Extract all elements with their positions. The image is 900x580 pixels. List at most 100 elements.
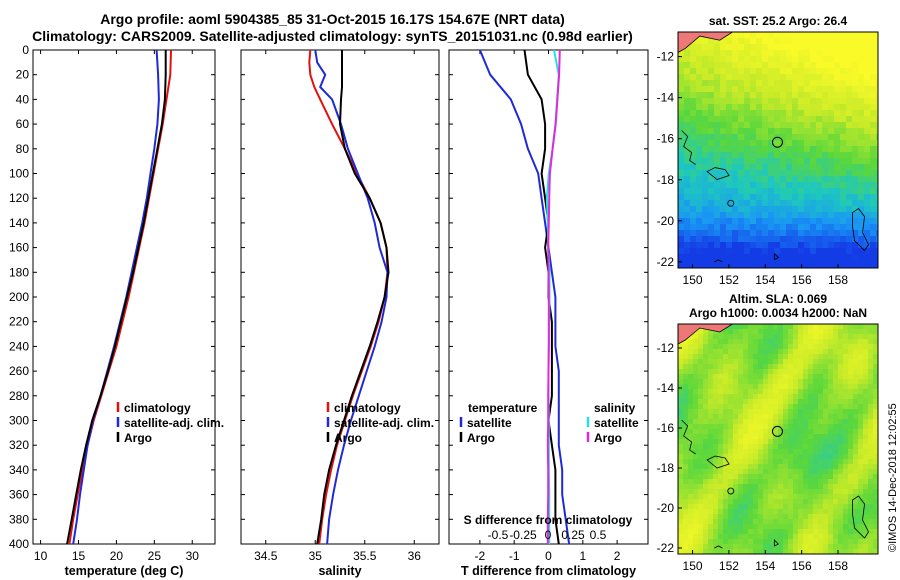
sla-cell [798,334,804,340]
sla-cell [843,449,849,455]
sla-cell [873,419,878,425]
sla-cell [768,464,774,470]
sst-cell [780,260,787,267]
sst-cell [690,224,697,231]
sst-cell [810,86,817,93]
sla-cell [833,424,839,430]
sla-cell [828,334,834,340]
sst-cell [804,140,811,147]
sla-cell [823,349,829,355]
sst-cell [876,266,878,268]
sst-cell [702,164,709,171]
sla-cell [803,539,809,545]
sst-cell [756,122,763,129]
sla-cell [788,474,794,480]
sla-cell [773,399,779,405]
sst-cell [732,50,739,57]
sla-cell [868,354,874,360]
sla-cell [798,429,804,435]
sst-cell [846,242,853,249]
sla-cell [783,534,789,540]
sst-cell [876,182,878,189]
sla-cell [763,489,769,495]
sla-cell [758,514,764,520]
sla-cell [828,484,834,490]
sst-cell [870,242,877,249]
sst-cell [750,110,757,117]
sst-cell [756,38,763,45]
sst-cell [792,200,799,207]
sst-cell [744,164,751,171]
sla-cell [863,444,869,450]
sst-cell [852,62,859,69]
sla-cell [693,474,699,480]
sla-cell [838,384,844,390]
sla-cell [858,499,864,505]
sla-cell [678,449,684,455]
sst-cell [714,200,721,207]
sla-cell [693,444,699,450]
sla-cell [813,499,819,505]
sst-cell [798,224,805,231]
sst-cell [738,62,745,69]
sst-cell [816,224,823,231]
sla-cell [873,354,878,360]
depth-tick-label: 80 [16,142,30,156]
sla-cell [758,534,764,540]
sla-cell [828,489,834,495]
sst-cell [840,260,847,267]
sst-cell [696,44,703,51]
sla-cell [763,344,769,350]
sst-cell [678,50,685,57]
sla-cell [788,434,794,440]
sla-cell [733,544,739,550]
sla-cell [748,509,754,515]
sla-cell [863,339,869,345]
sst-cell [708,164,715,171]
temperature-x-tick-label: 25 [148,549,162,563]
sla-cell [753,474,759,480]
sst-cell [804,68,811,75]
sst-cell [828,254,835,261]
legend-label: climatology [334,401,401,415]
sla-cell [793,374,799,380]
sla-cell [873,544,878,550]
sla-cell [818,544,824,550]
sla-cell [713,449,719,455]
sla-cell [758,384,764,390]
sst-cell [810,122,817,129]
sst-cell [774,68,781,75]
sla-cell [813,459,819,465]
sst-cell [804,104,811,111]
sla-cell [843,324,849,330]
sla-cell [748,394,754,400]
sst-cell [798,182,805,189]
sst-cell [798,62,805,69]
sst-reef-outline [681,130,696,165]
sla-cell [753,339,759,345]
sla-cell [703,384,709,390]
sla-cell [868,424,874,430]
sla-cell [768,454,774,460]
sst-cell [864,104,871,111]
sla-cell [748,379,754,385]
sla-cell [743,424,749,430]
sla-cell [768,374,774,380]
sla-cell [848,339,854,345]
sla-cell [728,519,734,525]
sst-land [678,32,734,53]
sla-cell [743,449,749,455]
sst-cell [864,188,871,195]
sst-cell [822,224,829,231]
sla-cell [688,384,694,390]
sla-cell [848,389,854,395]
sla-cell [738,369,744,375]
sla-cell [748,409,754,415]
sla-cell [708,474,714,480]
sla-cell [678,409,684,415]
sst-cell [750,62,757,69]
sla-cell [863,479,869,485]
sla-cell [793,499,799,505]
sla-cell [788,539,794,545]
sst-cell [696,200,703,207]
